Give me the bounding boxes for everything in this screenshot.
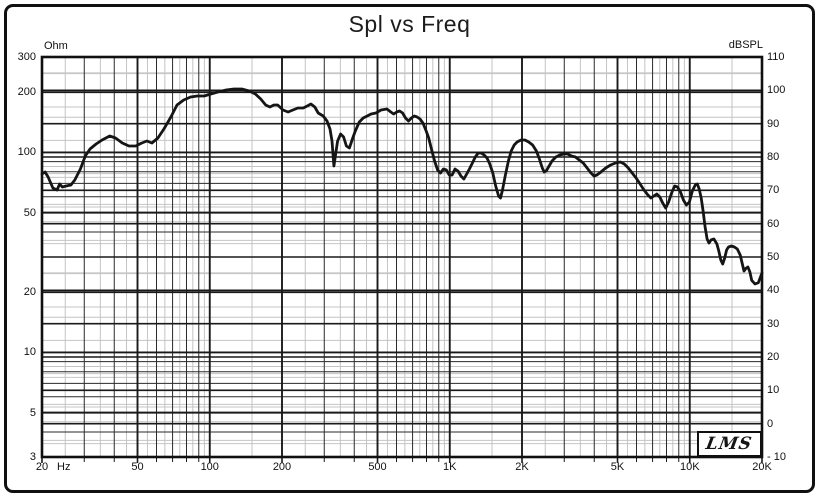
- spl-curve: [40, 87, 764, 286]
- x-axis-tick-label: 20K: [752, 461, 772, 473]
- right-axis-tick-label: - 10: [767, 451, 786, 463]
- left-axis-tick-label: 20: [23, 286, 36, 299]
- right-axis-tick-label: 10: [767, 384, 780, 397]
- x-axis-tick-label: 200: [272, 461, 292, 473]
- x-axis-tick-label: 1K: [443, 461, 457, 473]
- right-axis-tick-label: 50: [767, 251, 780, 263]
- x-axis-tick-label: 500: [368, 461, 387, 473]
- left-axis-tick-label: 5: [29, 406, 36, 419]
- x-axis-tick-label: 50: [131, 461, 144, 473]
- right-axis-tick-label: 20: [767, 351, 780, 363]
- x-axis-tick-label: 10K: [679, 461, 700, 473]
- x-axis-tick-label: 5K: [610, 461, 625, 473]
- x-axis-tick-label: 20: [35, 461, 49, 473]
- right-axis-tick-label: 110: [767, 51, 785, 63]
- right-axis-tick-label: 30: [767, 317, 780, 330]
- left-axis-unit-label: Ohm: [44, 40, 68, 52]
- left-axis-tick-label: 10: [23, 346, 36, 359]
- lms-logo-text: LMS: [704, 434, 755, 454]
- left-axis-tick-label: 100: [17, 146, 36, 159]
- x-axis-tick-label: 2K: [515, 461, 529, 473]
- plot-border: [40, 55, 764, 459]
- x-axis-unit-label: Hz: [57, 461, 71, 473]
- left-axis-tick-label: 300: [17, 51, 36, 63]
- x-axis-tick-label: 100: [200, 461, 219, 473]
- right-axis-unit-label: dBSPL: [728, 39, 763, 51]
- right-axis-tick-label: 90: [767, 117, 780, 130]
- left-axis-tick-label: 50: [23, 206, 36, 219]
- lms-logo-box: LMS: [697, 431, 762, 457]
- right-axis-tick-label: 40: [767, 284, 780, 297]
- right-axis-tick-label: 100: [767, 84, 786, 97]
- left-axis-tick-label: 3: [29, 451, 36, 463]
- right-axis-tick-label: 60: [767, 217, 780, 230]
- plot-area: LMS: [40, 55, 764, 463]
- chart-title: Spl vs Freq: [348, 11, 471, 37]
- plot-svg: [40, 55, 764, 463]
- left-axis-tick-label: 200: [17, 86, 36, 99]
- right-axis-tick-label: 70: [767, 184, 780, 197]
- right-axis-tick-label: 0: [767, 417, 774, 430]
- right-axis-tick-label: 80: [767, 151, 780, 163]
